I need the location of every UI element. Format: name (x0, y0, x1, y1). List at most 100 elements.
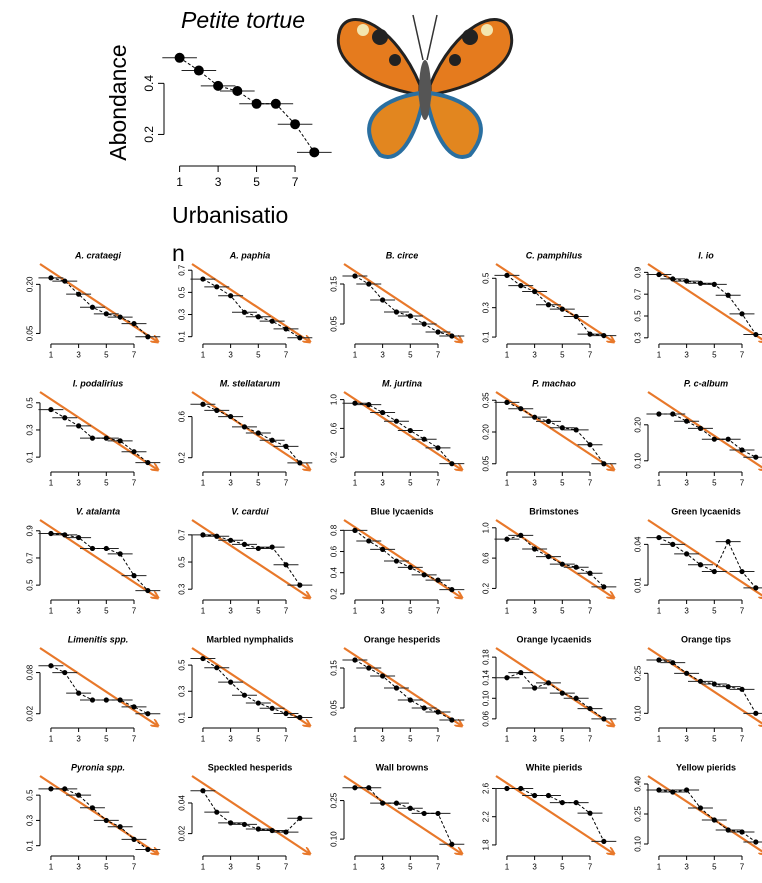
point (587, 705, 593, 712)
x-tick-label: 3 (228, 606, 233, 615)
x-tick-label: 5 (560, 350, 565, 359)
point (532, 685, 538, 691)
y-tick-label: 0.02 (178, 825, 187, 841)
point (174, 52, 185, 63)
y-tick-label: 0.3 (26, 424, 35, 436)
point (739, 829, 745, 835)
point (559, 799, 565, 806)
x-tick-label: 1 (201, 734, 206, 743)
point (504, 272, 510, 278)
x-tick-label: 7 (588, 606, 593, 615)
point (255, 314, 261, 320)
point (251, 98, 262, 109)
x-tick-label: 1 (353, 350, 358, 359)
x-tick-label: 5 (256, 734, 261, 743)
x-tick-label: 7 (588, 478, 593, 487)
panel-title: M. jurtina (382, 378, 422, 388)
y-tick-label: 0.1 (482, 331, 491, 343)
y-tick-label: 0.3 (26, 814, 35, 826)
trend-arrow (495, 519, 614, 598)
point (656, 411, 662, 417)
y-tick-label: 0.3 (482, 302, 491, 314)
point (518, 283, 524, 289)
point (269, 827, 275, 834)
point (656, 271, 662, 278)
x-tick-label: 1 (49, 734, 54, 743)
x-tick-label: 5 (104, 862, 109, 871)
x-tick-label: 3 (76, 862, 81, 871)
point (255, 430, 261, 436)
point (269, 705, 275, 711)
point (103, 311, 109, 317)
y-tick-label: 0.3 (178, 583, 187, 595)
point (131, 449, 137, 455)
point (656, 534, 662, 541)
panel-title: B. circe (386, 250, 419, 260)
x-tick-label: 3 (380, 478, 385, 487)
y-tick-label: 1.8 (482, 839, 491, 851)
point (366, 785, 372, 791)
point (232, 86, 243, 96)
x-tick-label: 7 (284, 606, 289, 615)
point (117, 314, 123, 320)
point (532, 792, 538, 799)
x-tick-label: 3 (684, 478, 689, 487)
point (504, 675, 510, 681)
panel: Green lycaenids 0.01 0.04 1 3 5 7 (634, 506, 762, 615)
x-tick-label: 1 (201, 350, 206, 359)
x-tick-label: 3 (684, 606, 689, 615)
y-tick-label: 0.5 (26, 579, 35, 591)
x-tick-label: 7 (284, 734, 289, 743)
x-tick-label: 5 (256, 606, 261, 615)
panel: A. crataegi 0.05 0.20 1 3 5 7 (26, 250, 161, 359)
x-tick-label: 5 (560, 478, 565, 487)
point (407, 427, 413, 434)
x-tick-label: 3 (76, 478, 81, 487)
y-tick-label: 0.2 (142, 126, 156, 143)
point (200, 532, 206, 538)
x-tick-label: 1 (657, 606, 662, 615)
point (656, 657, 662, 663)
y-tick-label: 0.05 (330, 700, 339, 716)
point (435, 577, 441, 583)
y-tick-label: 0.4 (142, 75, 156, 92)
x-tick-label: 7 (292, 175, 299, 189)
panel-title: Blue lycaenids (370, 506, 433, 516)
trend-arrow (647, 775, 762, 854)
point (697, 562, 704, 568)
y-tick-label: 0.02 (26, 705, 35, 721)
point (435, 810, 441, 817)
point (228, 293, 234, 299)
x-tick-label: 1 (353, 478, 358, 487)
trend-arrow (647, 391, 762, 470)
panel-title: Marbled nymphalids (206, 634, 293, 644)
y-tick-label: 2.2 (482, 811, 491, 823)
y-tick-label: 0.2 (330, 588, 339, 600)
x-tick-label: 7 (588, 862, 593, 871)
point (48, 663, 54, 669)
point (684, 787, 690, 793)
y-tick-label: 0.05 (482, 455, 491, 471)
point (103, 435, 109, 441)
point (145, 711, 151, 717)
panel-title: C. pamphilus (526, 250, 583, 260)
y-tick-label: 0.15 (330, 660, 339, 676)
x-tick-label: 1 (657, 350, 662, 359)
point (393, 418, 400, 424)
point (214, 809, 220, 815)
point (297, 815, 303, 821)
x-tick-label: 1 (49, 478, 54, 487)
y-tick-label: 0.5 (26, 397, 35, 409)
x-tick-label: 3 (532, 350, 537, 359)
y-tick-label: 0.25 (634, 806, 643, 822)
panel-title: A. crataegi (74, 250, 122, 260)
trend-arrow (191, 519, 310, 598)
point (283, 562, 289, 568)
x-tick-label: 7 (436, 478, 441, 487)
point (711, 281, 717, 287)
trend-arrow (495, 263, 614, 342)
point (435, 709, 441, 715)
panel: P. machao 0.05 0.20 0.35 1 3 5 7 (482, 378, 617, 487)
point (532, 414, 538, 420)
point (76, 534, 82, 541)
